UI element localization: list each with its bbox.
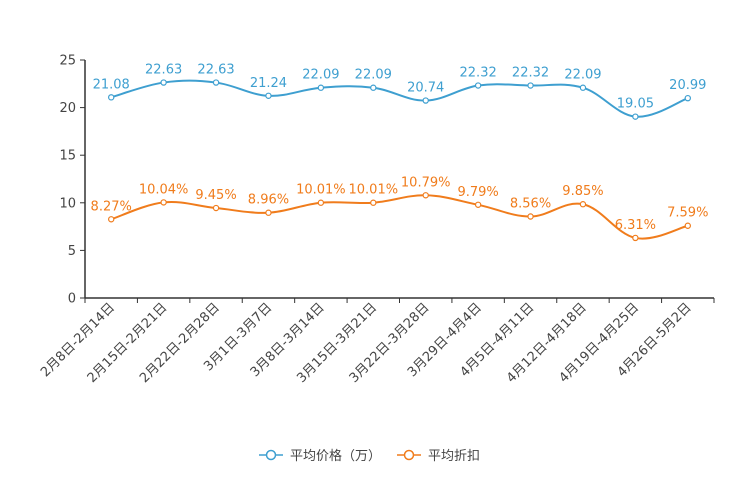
data-label: 22.63: [145, 63, 182, 78]
y-tick-label: 5: [68, 244, 76, 259]
data-label: 22.32: [512, 66, 549, 81]
data-label: 22.09: [564, 68, 601, 83]
data-point[interactable]: [160, 199, 167, 206]
data-label: 21.24: [250, 76, 287, 91]
data-point[interactable]: [684, 222, 691, 229]
data-label: 8.56%: [510, 197, 551, 212]
y-tick-label: 20: [59, 101, 76, 116]
data-point[interactable]: [265, 92, 272, 99]
legend-label-1[interactable]: 平均价格（万）: [290, 448, 381, 464]
data-label: 22.09: [355, 68, 392, 83]
data-point[interactable]: [579, 201, 587, 208]
data-label: 8.27%: [91, 199, 132, 214]
data-point[interactable]: [527, 213, 534, 220]
data-point[interactable]: [212, 204, 220, 212]
data-label: 9.85%: [562, 184, 603, 199]
data-label: 10.01%: [349, 183, 399, 198]
data-point[interactable]: [370, 199, 377, 206]
data-label: 8.96%: [248, 193, 289, 208]
y-tick-label: 0: [68, 292, 76, 307]
data-point[interactable]: [422, 192, 429, 199]
data-label: 7.59%: [667, 206, 708, 221]
series-line-2: [110, 194, 689, 240]
data-label: 9.79%: [457, 185, 498, 200]
y-tick-label: 25: [59, 54, 76, 69]
data-label: 19.05: [617, 97, 654, 112]
legend-marker-icon: [265, 449, 277, 461]
data-point[interactable]: [212, 79, 220, 86]
data-point[interactable]: [474, 201, 482, 208]
data-label: 6.31%: [615, 218, 656, 233]
data-label: 20.99: [669, 78, 706, 93]
data-label: 22.63: [197, 63, 234, 78]
data-point[interactable]: [632, 234, 639, 242]
data-point[interactable]: [108, 216, 115, 223]
data-point[interactable]: [422, 97, 429, 104]
data-point[interactable]: [317, 199, 325, 206]
data-label: 22.09: [302, 68, 339, 83]
data-point[interactable]: [265, 209, 272, 216]
data-label: 22.32: [460, 66, 497, 81]
data-point[interactable]: [160, 79, 167, 86]
data-point[interactable]: [370, 84, 377, 91]
data-point[interactable]: [317, 84, 325, 91]
data-point[interactable]: [579, 84, 587, 91]
data-label: 9.45%: [195, 188, 236, 203]
legend-label-2[interactable]: 平均折扣: [428, 449, 480, 464]
data-label: 10.01%: [296, 183, 346, 198]
legend-marker-icon: [403, 449, 415, 461]
data-point[interactable]: [474, 82, 482, 89]
data-label: 10.04%: [139, 182, 189, 197]
data-label: 20.74: [407, 81, 444, 96]
data-point[interactable]: [632, 113, 639, 120]
data-point[interactable]: [108, 94, 115, 101]
series-line-1: [110, 79, 689, 118]
data-point[interactable]: [527, 82, 534, 89]
data-label: 10.79%: [401, 175, 451, 190]
y-tick-label: 10: [59, 196, 76, 211]
data-label: 21.08: [93, 77, 130, 92]
data-point[interactable]: [684, 94, 691, 102]
y-tick-label: 15: [59, 149, 76, 164]
